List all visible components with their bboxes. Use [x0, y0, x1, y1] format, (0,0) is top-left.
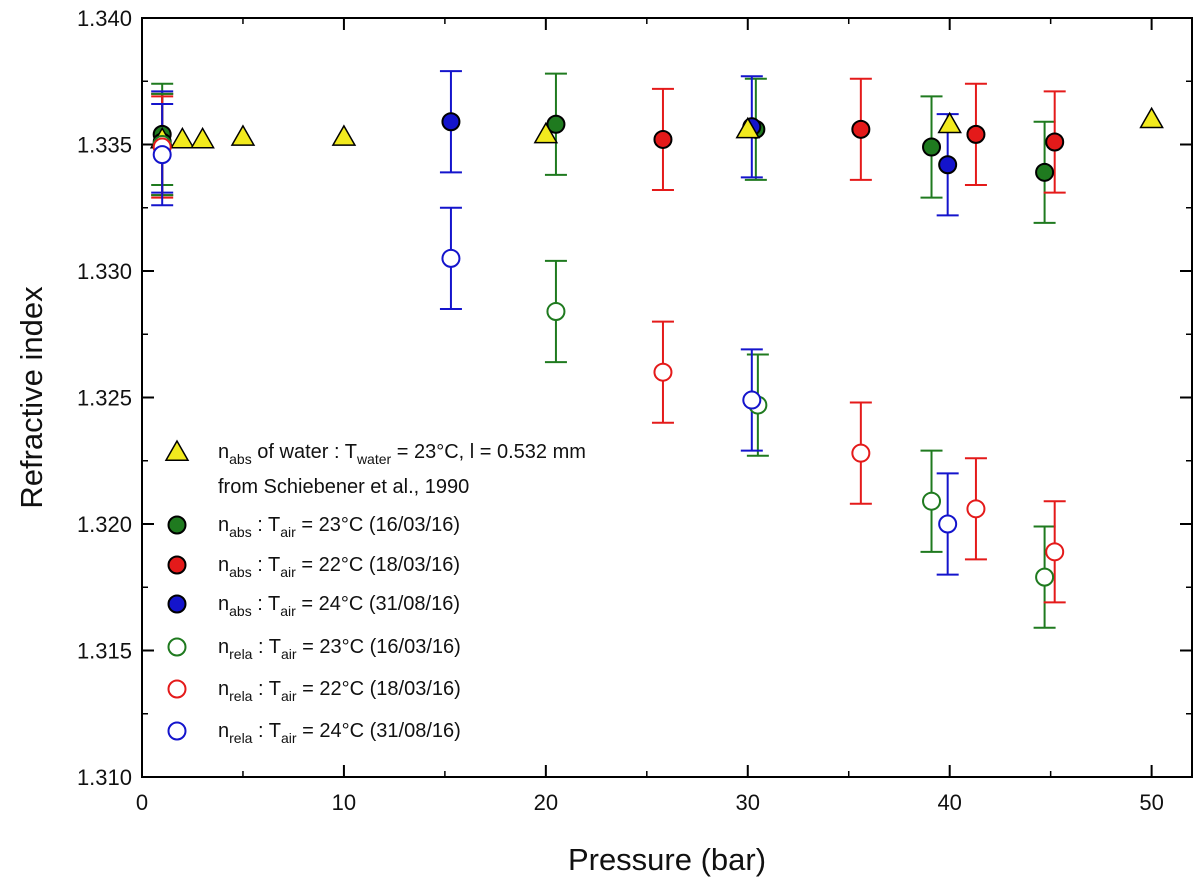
legend-marker	[167, 721, 187, 741]
data-point-open	[922, 491, 942, 511]
data-point-filled	[922, 137, 942, 157]
x-tick-label: 50	[1139, 790, 1163, 815]
legend-marker	[167, 515, 187, 535]
data-point-triangle	[735, 116, 761, 139]
data-point-filled	[851, 119, 871, 139]
y-tick-label: 1.335	[77, 133, 132, 158]
data-point-filled	[653, 129, 673, 149]
data-point-triangle	[533, 121, 559, 144]
data-point-triangle	[170, 126, 195, 149]
legend-label: nabs : Tair = 22°C (18/03/16)	[218, 554, 460, 580]
data-point-open	[851, 443, 871, 463]
legend-label: nrela : Tair = 23°C (16/03/16)	[218, 636, 461, 662]
data-point-filled	[1035, 162, 1055, 182]
data-point-open	[938, 514, 958, 534]
legend-label: nabs of water : Twater = 23°C, l = 0.532…	[218, 441, 586, 467]
y-tick-label: 1.330	[77, 259, 132, 284]
legend-label: nabs : Tair = 24°C (31/08/16)	[218, 593, 460, 619]
legend-marker	[167, 555, 187, 575]
data-markers	[149, 106, 1164, 587]
legend: nabs of water : Twater = 23°C, l = 0.532…	[164, 439, 586, 746]
y-tick-label: 1.325	[77, 386, 132, 411]
legend-label: nabs : Tair = 23°C (16/03/16)	[218, 514, 460, 540]
x-tick-label: 20	[534, 790, 558, 815]
data-point-triangle	[1139, 106, 1164, 129]
data-point-filled	[546, 114, 566, 134]
legend-marker	[164, 439, 190, 461]
data-point-open	[653, 362, 673, 382]
data-point-open	[1035, 567, 1055, 587]
data-point-filled	[966, 124, 986, 144]
data-point-filled	[441, 112, 461, 132]
data-point-open	[1045, 542, 1065, 562]
data-point-triangle	[230, 124, 256, 146]
x-tick-label: 10	[332, 790, 356, 815]
x-axis-title: Pressure (bar)	[568, 842, 766, 877]
data-point-open	[546, 301, 566, 321]
data-point-triangle	[937, 111, 962, 134]
data-point-open	[441, 248, 461, 268]
legend-marker	[167, 637, 187, 657]
y-axis-title: Refractive index	[14, 286, 49, 509]
data-point-triangle	[331, 124, 357, 146]
legend-label-line2: from Schiebener et al., 1990	[218, 476, 469, 498]
legend-label: nrela : Tair = 22°C (18/03/16)	[218, 678, 461, 704]
y-tick-label: 1.315	[77, 639, 132, 664]
y-tick-label: 1.310	[77, 765, 132, 790]
x-tick-label: 0	[136, 790, 148, 815]
axis-tick-labels: 0 10 20 30 40 50 1.310 1.315 1.320 1.325 1.330 1.33…	[77, 6, 1164, 815]
data-point-filled	[938, 155, 958, 175]
x-tick-label: 40	[937, 790, 961, 815]
data-point-open	[742, 390, 762, 410]
data-point-triangle	[190, 126, 215, 149]
legend-marker	[167, 679, 187, 699]
data-point-filled	[1045, 132, 1065, 152]
legend-label: nrela : Tair = 24°C (31/08/16)	[218, 720, 461, 746]
legend-marker	[167, 594, 187, 614]
data-point-open	[152, 145, 172, 165]
data-point-open	[966, 499, 986, 519]
y-tick-label: 1.340	[77, 6, 132, 31]
axis-ticks	[141, 17, 1192, 778]
y-tick-label: 1.320	[77, 512, 132, 537]
x-tick-label: 30	[736, 790, 760, 815]
